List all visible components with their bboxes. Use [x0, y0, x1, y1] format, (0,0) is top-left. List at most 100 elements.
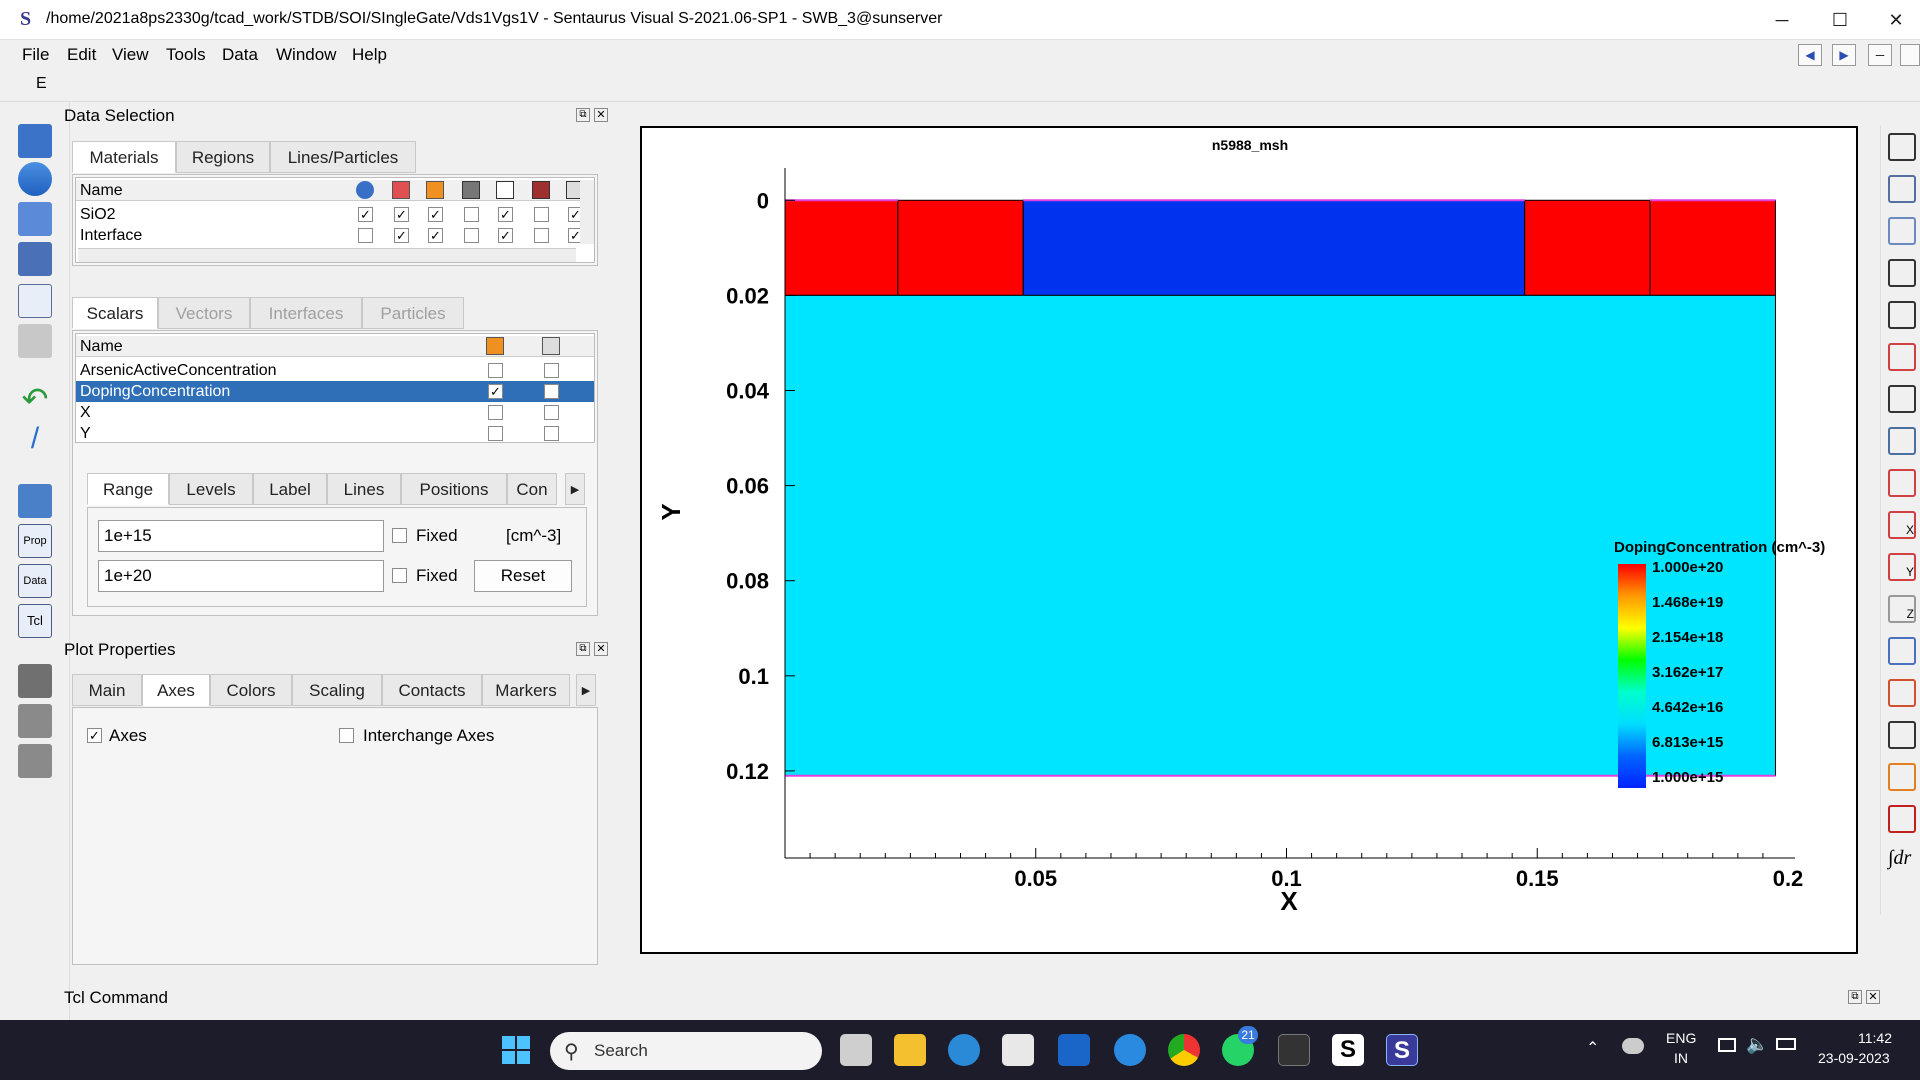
cut-x-icon[interactable]: X — [1888, 511, 1916, 539]
menu-help[interactable]: Help — [352, 45, 387, 64]
region-gate-oxide-right-2[interactable] — [1649, 199, 1776, 296]
scalar-row[interactable]: DopingConcentration — [76, 381, 594, 402]
tab-lines-particles[interactable]: Lines/Particles — [270, 141, 416, 173]
movie-stop-icon[interactable] — [18, 744, 52, 778]
myhp-icon[interactable] — [1058, 1034, 1090, 1066]
region-buried-oxide[interactable] — [784, 294, 1776, 777]
material-row-interface[interactable]: Interface — [76, 225, 576, 246]
interchange-axes-checkbox[interactable] — [339, 728, 354, 743]
reload-icon[interactable] — [18, 162, 52, 196]
region-channel[interactable] — [1022, 199, 1526, 296]
cut-y-icon[interactable]: Y — [1888, 553, 1916, 581]
material-visibility-checkbox[interactable]: ✓ — [498, 207, 513, 222]
region-gate-oxide-right-1[interactable] — [1524, 199, 1651, 296]
tab-scalars[interactable]: Scalars — [72, 297, 158, 329]
contour-icon[interactable] — [486, 337, 504, 355]
material-orange-icon[interactable] — [426, 181, 444, 199]
material-visibility-checkbox[interactable]: ✓ — [358, 207, 373, 222]
material-visibility-checkbox[interactable]: ✓ — [428, 228, 443, 243]
eye-icon[interactable] — [356, 181, 374, 199]
menu-tools[interactable]: Tools — [166, 45, 206, 64]
movie-record-icon[interactable] — [18, 664, 52, 698]
tab-axes[interactable]: Axes — [142, 674, 210, 706]
next-arrow-button[interactable]: ▶ — [1832, 44, 1856, 66]
contour-lines-icon[interactable] — [542, 337, 560, 355]
store-icon[interactable] — [1002, 1034, 1034, 1066]
outline-icon[interactable] — [496, 181, 514, 199]
windows-start-icon[interactable] — [502, 1036, 530, 1064]
tcl-icon[interactable]: Tcl — [18, 604, 52, 638]
material-visibility-checkbox[interactable] — [464, 207, 479, 222]
grid-icon[interactable] — [1888, 175, 1916, 203]
xlaunch-icon[interactable] — [1278, 1034, 1310, 1066]
float-panel-icon[interactable]: ⧉ — [576, 642, 590, 656]
clock-time[interactable]: 11:42 — [1858, 1030, 1892, 1046]
close-button[interactable]: ✕ — [1888, 10, 1904, 30]
sentaurus-visual-icon[interactable]: S — [1386, 1034, 1418, 1066]
toolbar-e-button[interactable]: E — [36, 75, 47, 92]
material-visibility-checkbox[interactable] — [464, 228, 479, 243]
task-view-icon[interactable] — [840, 1034, 872, 1066]
onedrive-icon[interactable] — [1622, 1038, 1644, 1054]
box-icon[interactable] — [1888, 469, 1916, 497]
help-icon[interactable] — [1114, 1034, 1146, 1066]
minimize-button[interactable]: ─ — [1775, 10, 1789, 30]
fixed-max-checkbox[interactable] — [392, 568, 407, 583]
prop-icon[interactable]: Prop — [18, 524, 52, 558]
tab-interfaces[interactable]: Interfaces — [250, 297, 362, 329]
material-visibility-checkbox[interactable] — [534, 228, 549, 243]
scalar-display-checkbox[interactable] — [544, 363, 559, 378]
scalar-display-checkbox[interactable] — [488, 363, 503, 378]
tab-main[interactable]: Main — [72, 674, 142, 706]
link-icon[interactable] — [1888, 259, 1916, 287]
tab-con[interactable]: Con — [507, 473, 557, 505]
print-icon[interactable] — [18, 324, 52, 358]
movie-icon[interactable] — [18, 704, 52, 738]
scalar-display-checkbox[interactable] — [488, 426, 503, 441]
window-icon[interactable] — [1888, 427, 1916, 455]
fixed-min-checkbox[interactable] — [392, 528, 407, 543]
dock-minimize-button[interactable]: ─ — [1868, 44, 1892, 66]
close-panel-icon[interactable]: ✕ — [594, 642, 608, 656]
dock-restore-button[interactable] — [1900, 44, 1920, 66]
language-indicator[interactable]: ENG — [1666, 1030, 1697, 1046]
material-row-sio2[interactable]: SiO2 — [76, 204, 576, 225]
integral-icon[interactable]: ∫dr — [1888, 847, 1912, 869]
tab-particles[interactable]: Particles — [362, 297, 464, 329]
tcl-script-icon[interactable] — [18, 284, 52, 318]
material-visibility-checkbox[interactable]: ✓ — [498, 228, 513, 243]
monitor-icon[interactable] — [18, 484, 52, 518]
materials-vertical-scrollbar[interactable] — [580, 180, 594, 244]
layers-icon[interactable] — [532, 181, 550, 199]
prev-arrow-button[interactable]: ◀ — [1798, 44, 1822, 66]
material-visibility-checkbox[interactable] — [534, 207, 549, 222]
tabs-scroll-right-icon[interactable]: ▶ — [565, 473, 585, 505]
layers-icon[interactable] — [1888, 763, 1916, 791]
tabs-scroll-right-icon[interactable]: ▶ — [576, 674, 596, 706]
mesh-icon[interactable] — [462, 181, 480, 199]
region-gate-oxide-left-2[interactable] — [897, 199, 1024, 296]
float-panel-icon[interactable]: ⧉ — [1848, 990, 1862, 1004]
taskbar-search-box[interactable]: ⚲ Search — [550, 1032, 822, 1070]
arrows-icon[interactable] — [1888, 721, 1916, 749]
scalar-display-checkbox[interactable] — [544, 384, 559, 399]
tab-range[interactable]: Range — [87, 473, 169, 505]
scalar-row[interactable]: Y — [76, 423, 594, 444]
scalar-display-checkbox[interactable]: ✓ — [488, 384, 503, 399]
clock-date[interactable]: 23-09-2023 — [1818, 1050, 1890, 1066]
scalar-display-checkbox[interactable] — [544, 426, 559, 441]
range-min-input[interactable]: 1e+15 — [98, 520, 384, 552]
camera-icon[interactable] — [18, 242, 52, 276]
materials-horizontal-scrollbar[interactable] — [78, 248, 576, 262]
menu-edit[interactable]: Edit — [67, 45, 97, 64]
region-gate-oxide-left-1[interactable] — [784, 199, 899, 296]
layout-icon[interactable] — [18, 202, 52, 236]
chart-icon[interactable] — [1888, 385, 1916, 413]
close-panel-icon[interactable]: ✕ — [594, 108, 608, 122]
open-icon[interactable] — [18, 124, 52, 158]
tab-levels[interactable]: Levels — [169, 473, 253, 505]
data-icon[interactable]: Data — [18, 564, 52, 598]
edge-icon[interactable] — [948, 1034, 980, 1066]
material-visibility-checkbox[interactable] — [358, 228, 373, 243]
tab-markers[interactable]: Markers — [482, 674, 570, 706]
